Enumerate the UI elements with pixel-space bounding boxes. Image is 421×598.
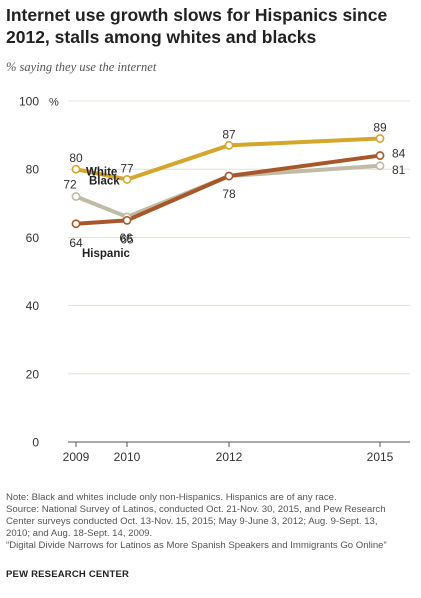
black-point: [71, 192, 81, 201]
white-point: [224, 140, 234, 150]
x-axis-ticks: 2009 2010 2012 2015: [63, 442, 394, 464]
line-chart: 0 20 40 60 80 100 % 2009 2010 2012 2015 80 77 87 89…: [19, 95, 410, 464]
white-series-line: [74, 136, 382, 182]
x-tick-label: 2015: [367, 450, 394, 464]
y-tick-label: 0: [32, 436, 39, 450]
chart-title: Internet use growth slows for Hispanics …: [6, 5, 388, 47]
report-title-line: “Digital Divide Narrows for Latinos as M…: [6, 540, 387, 551]
white-data-label: 87: [222, 127, 236, 141]
black-data-label: 72: [63, 177, 77, 191]
y-axis-unit-label: %: [49, 97, 59, 109]
y-axis-ticks: 0 20 40 60 80 100: [19, 95, 39, 450]
y-tick-label: 80: [26, 163, 40, 177]
gridlines: [68, 100, 410, 443]
x-tick-label: 2012: [216, 450, 243, 464]
white-point: [122, 175, 132, 184]
x-tick-label: 2009: [63, 450, 90, 464]
source-line: Center surveys conducted Oct. 13-Nov. 15…: [6, 516, 378, 527]
note-line: Note: Black and whites include only non-…: [6, 492, 337, 503]
data-labels: 80 77 87 89 72 66 78 81 64 65 84: [63, 121, 405, 250]
series-lines: [71, 134, 385, 229]
hispanic-point: [224, 171, 234, 181]
hispanic-data-label: 84: [392, 147, 406, 161]
hispanic-point: [71, 219, 81, 229]
black-point: [375, 161, 385, 171]
pew-credit: PEW RESEARCH CENTER: [6, 569, 130, 580]
x-tick-label: 2010: [114, 450, 141, 464]
y-tick-label: 60: [26, 231, 40, 245]
y-tick-label: 20: [26, 367, 40, 381]
y-tick-label: 40: [26, 299, 40, 313]
hispanic-series-label: Hispanic: [82, 248, 131, 260]
hispanic-point: [375, 151, 385, 160]
hispanic-series-line: [74, 153, 382, 226]
white-data-label: 77: [120, 161, 134, 175]
y-tick-label: 100: [19, 95, 39, 109]
white-point: [71, 164, 81, 174]
white-point: [375, 134, 385, 143]
white-data-label: 89: [373, 121, 387, 135]
source-line: 2010; and Aug. 18-Sept. 14, 2009.: [6, 528, 153, 539]
chart-notes: Note: Black and whites include only non-…: [6, 492, 418, 552]
white-data-label: 80: [69, 151, 83, 165]
source-line: Source: National Survey of Latinos, cond…: [6, 504, 386, 515]
black-data-label: 78: [222, 187, 236, 201]
chart-subtitle: % saying they use the internet: [6, 60, 157, 74]
black-data-label: 66: [119, 231, 133, 245]
black-data-label: 81: [392, 163, 406, 177]
hispanic-data-label: 64: [69, 236, 83, 250]
white-series-label: White: [86, 166, 117, 178]
hispanic-point: [122, 215, 132, 225]
hispanic-data-label: 65: [120, 232, 134, 246]
black-series-label: Black: [89, 175, 120, 187]
